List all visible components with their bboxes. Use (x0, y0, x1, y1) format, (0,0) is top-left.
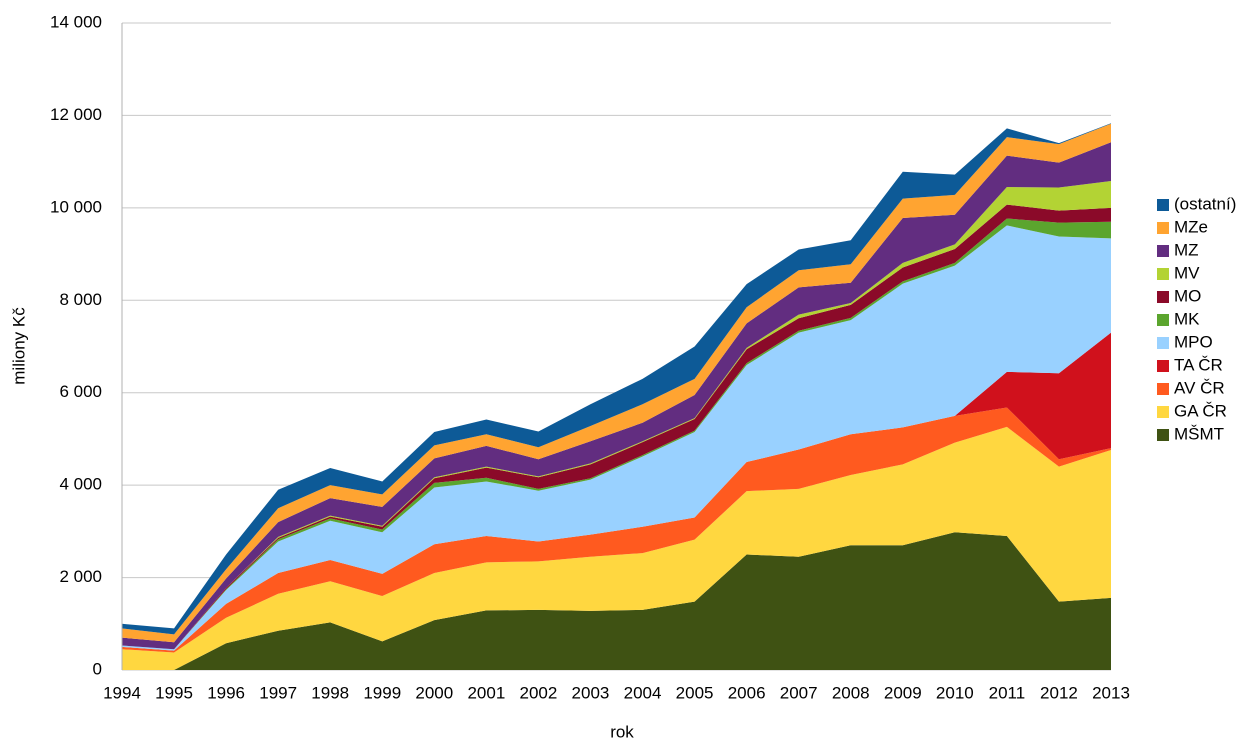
legend-label: AV ČR (1174, 378, 1225, 397)
legend-swatch (1157, 245, 1169, 257)
legend-label: MV (1174, 263, 1200, 282)
y-tick-label: 10 000 (50, 197, 102, 216)
x-tick-label: 2002 (520, 683, 558, 702)
legend-swatch (1157, 314, 1169, 326)
x-tick-label: 1997 (259, 683, 297, 702)
x-tick-label: 2009 (884, 683, 922, 702)
x-tick-label: 2004 (624, 683, 662, 702)
x-tick-label: 2013 (1092, 683, 1130, 702)
x-tick-label: 2007 (780, 683, 818, 702)
x-tick-label: 1995 (155, 683, 193, 702)
x-tick-label: 1999 (363, 683, 401, 702)
area (122, 407, 1111, 653)
x-tick-label: 2006 (728, 683, 766, 702)
x-tick-label: 2001 (467, 683, 505, 702)
area (122, 426, 1111, 670)
x-tick-label: 1996 (207, 683, 245, 702)
legend-label: TA ČR (1174, 355, 1223, 374)
legend-label: MPO (1174, 332, 1213, 351)
legend-label: MK (1174, 309, 1200, 328)
x-axis-label: rok (610, 722, 634, 741)
legend-label: MŠMT (1174, 424, 1224, 443)
legend-label: (ostatní) (1174, 194, 1236, 213)
y-tick-label: 0 (93, 659, 102, 678)
x-tick-label: 2003 (572, 683, 610, 702)
x-tick-label: 2010 (936, 683, 974, 702)
y-tick-label: 8 000 (59, 290, 102, 309)
x-tick-label: 2000 (415, 683, 453, 702)
x-tick-label: 1994 (103, 683, 141, 702)
y-tick-label: 12 000 (50, 105, 102, 124)
legend-swatch (1157, 268, 1169, 280)
legend-swatch (1157, 199, 1169, 211)
area (122, 532, 1111, 670)
x-tick-label: 2008 (832, 683, 870, 702)
x-tick-label: 2012 (1040, 683, 1078, 702)
x-tick-label: 2011 (989, 683, 1026, 702)
legend-label: MZe (1174, 217, 1208, 236)
area (122, 225, 1111, 651)
x-tick-label: 1998 (311, 683, 349, 702)
legend-swatch (1157, 406, 1169, 418)
legend-swatch (1157, 429, 1169, 441)
x-tick-label: 2005 (676, 683, 714, 702)
legend-swatch (1157, 360, 1169, 372)
area (122, 142, 1111, 650)
legend-label: MZ (1174, 240, 1199, 259)
y-tick-label: 6 000 (59, 382, 102, 401)
legend-swatch (1157, 337, 1169, 349)
y-axis-label: miliony Kč (9, 307, 28, 385)
area (122, 123, 1111, 643)
legend-label: GA ČR (1174, 401, 1227, 420)
legend-swatch (1157, 291, 1169, 303)
y-tick-label: 14 000 (50, 12, 102, 31)
legend-swatch (1157, 383, 1169, 395)
legend-label: MO (1174, 286, 1201, 305)
y-tick-label: 2 000 (59, 567, 102, 586)
y-tick-label: 4 000 (59, 475, 102, 494)
legend-swatch (1157, 222, 1169, 234)
